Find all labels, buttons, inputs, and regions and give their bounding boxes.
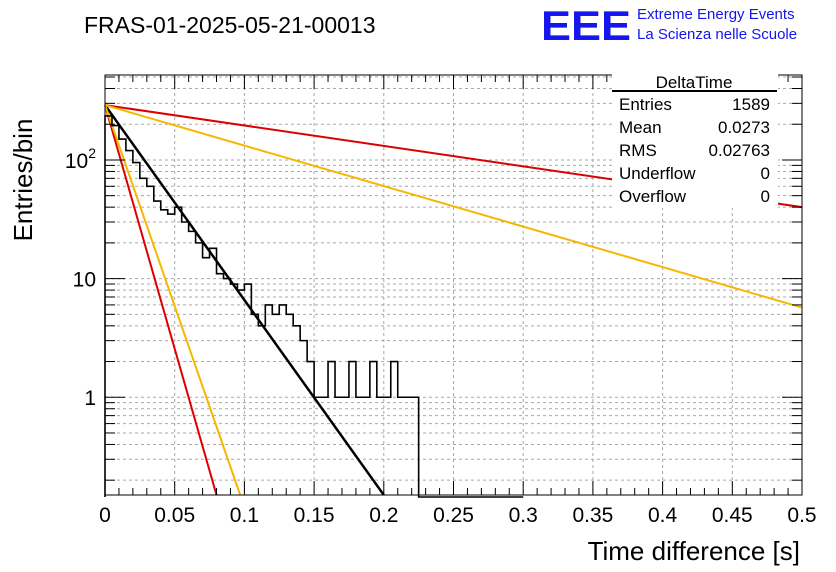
x-tick-label: 0.3 [509,504,538,527]
fit-curve-yellow-shallow [104,104,803,309]
y-tick-label: 1 [84,387,96,410]
y-tick-label: 10 [73,269,96,292]
x-tick-label: 0.2 [369,504,398,527]
grid [104,75,803,495]
x-tick-label: 0.5 [787,504,816,527]
stats-box-background [612,74,778,208]
eee-logo-mark: EEE [541,2,631,49]
x-tick-label: 0.05 [154,504,195,527]
y-tick-labels: 1 10 102 [65,145,96,410]
stats-value-mean: 0.0273 [718,118,770,137]
y-axis-label: Entries/bin [8,119,38,242]
stats-value-underflow: 0 [761,164,770,183]
y-tick-label: 102 [65,145,96,173]
stats-box: DeltaTime Entries 1589 Mean 0.0273 RMS 0… [612,73,778,208]
fit-curve-yellow-steep [104,104,242,496]
stats-label-rms: RMS [619,141,657,160]
logo-line-1: Extreme Energy Events [637,6,795,23]
x-tick-labels: 0 0.05 0.1 0.15 0.2 0.25 0.3 0.35 0.4 0.45 0.5 [99,504,816,527]
x-tick-label: 0.35 [572,504,613,527]
run-title: FRAS-01-2025-05-21-00013 [84,12,376,38]
logo-line-2: La Scienza nelle Scuole [637,26,797,43]
stats-value-entries: 1589 [732,95,770,114]
x-axis-label: Time difference [s] [588,536,800,566]
stats-value-rms: 0.02763 [709,141,770,160]
x-tick-label: 0.1 [230,504,259,527]
fit-curve-fit [103,104,385,496]
stats-label-underflow: Underflow [619,164,696,183]
stats-label-mean: Mean [619,118,662,137]
histogram-outline [104,115,524,498]
x-tick-label: 0.4 [648,504,678,527]
fit-curve-red-steep [104,104,218,496]
stats-label-entries: Entries [619,95,672,114]
stats-title: DeltaTime [656,73,733,92]
x-tick-label: 0.25 [433,504,474,527]
x-tick-label: 0 [99,504,111,527]
eee-logo: EEE Extreme Energy Events La Scienza nel… [541,2,797,49]
stats-value-overflow: 0 [761,187,770,206]
x-tick-label: 0.15 [294,504,335,527]
stats-label-overflow: Overflow [619,187,687,206]
histogram-bins [104,115,524,498]
x-tick-label: 0.45 [712,504,753,527]
